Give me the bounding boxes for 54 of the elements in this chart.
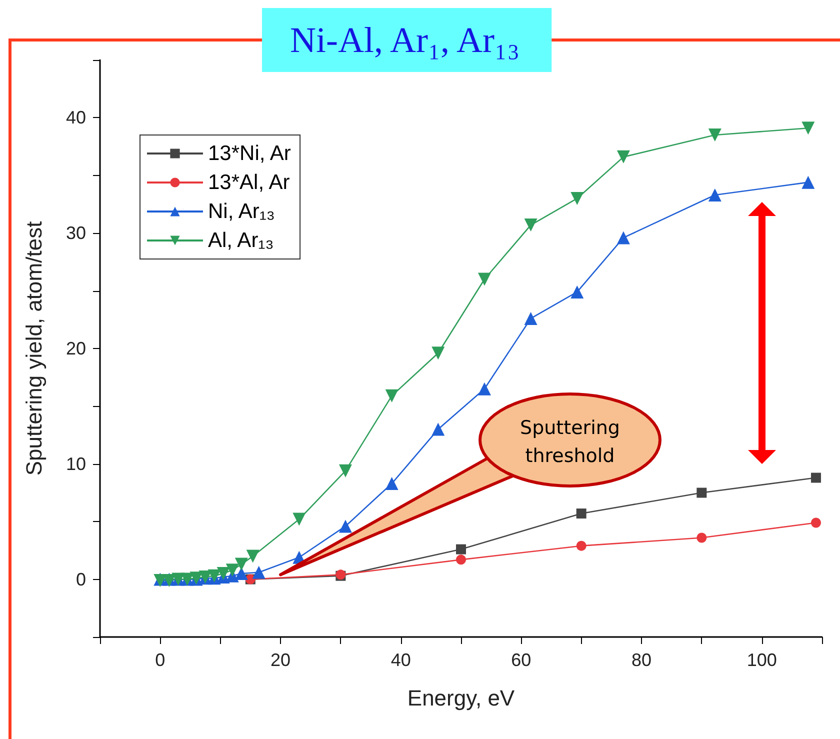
- legend-label: 13*Al, Ar: [208, 171, 290, 194]
- point: [708, 188, 722, 202]
- x-axis-title: Energy, eV: [407, 686, 515, 710]
- y-tick-label: 0: [76, 569, 86, 590]
- point: [802, 122, 815, 135]
- point: [234, 558, 248, 571]
- point: [696, 532, 707, 543]
- point: [708, 128, 722, 142]
- point: [432, 346, 445, 360]
- legend-label: Al, Ar₁₃: [208, 229, 274, 252]
- point: [432, 422, 445, 436]
- point: [292, 512, 306, 526]
- x-tick-label: 40: [390, 650, 411, 670]
- point: [616, 231, 630, 244]
- chart-title: Ni-Al, Ar₁, Ar₁₃: [290, 20, 520, 60]
- legend-label: 13*Ni, Ar: [208, 142, 291, 165]
- y-axis-title: Sputtering yield, atom/test: [22, 221, 46, 476]
- y-tick-label: 30: [66, 223, 86, 244]
- point: [246, 550, 260, 563]
- point: [576, 540, 586, 551]
- point: [696, 488, 707, 498]
- y-tick-label: 40: [66, 108, 86, 128]
- point: [226, 564, 239, 577]
- point: [385, 477, 398, 490]
- x-tick-label: 60: [511, 650, 532, 670]
- speech-bubble: Sputtering threshold: [279, 392, 662, 576]
- point: [456, 544, 466, 554]
- x-tick-label: 80: [631, 650, 652, 670]
- point: [576, 508, 586, 519]
- point: [810, 472, 821, 483]
- point: [570, 192, 584, 205]
- point: [478, 382, 491, 396]
- point: [252, 566, 266, 579]
- point: [802, 176, 815, 189]
- point: [524, 312, 538, 325]
- point: [456, 554, 466, 565]
- point: [385, 389, 398, 402]
- point: [216, 567, 230, 580]
- point: [616, 150, 630, 164]
- y-tick-label: 20: [66, 338, 86, 358]
- x-tick-label: 100: [746, 650, 777, 670]
- y-tick-label: 10: [66, 454, 86, 474]
- point: [338, 464, 352, 478]
- annotation: Sputtering threshold: [520, 417, 620, 467]
- point: [208, 569, 221, 582]
- point: [810, 518, 821, 528]
- point: [478, 272, 491, 286]
- point: [524, 218, 538, 232]
- x-tick-label: 0: [155, 650, 166, 670]
- point: [234, 567, 248, 580]
- x-tick-label: 20: [270, 650, 291, 670]
- point: [570, 285, 584, 298]
- point: [338, 520, 352, 533]
- legend-label: Ni, Ar₁₃: [208, 200, 275, 223]
